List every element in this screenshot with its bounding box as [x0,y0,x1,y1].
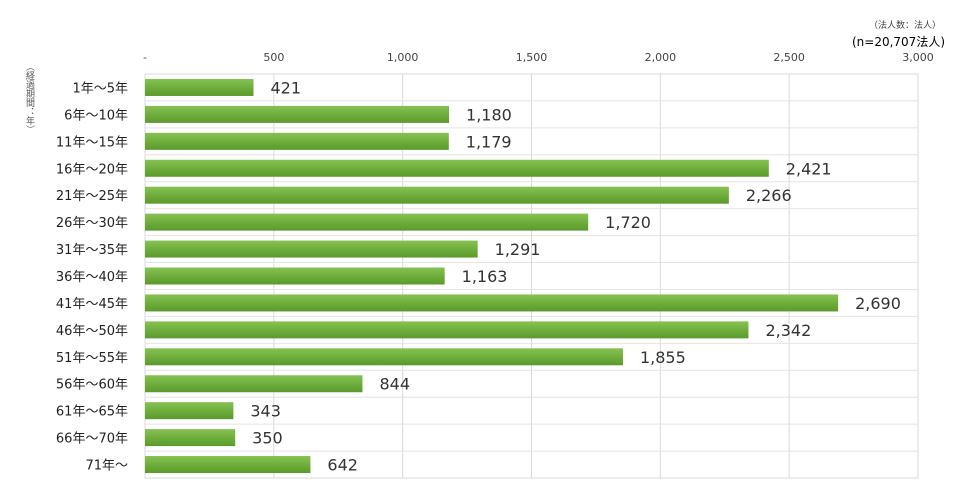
value-label: 421 [270,78,301,97]
bar [145,105,450,123]
category-label: 66年～70年 [56,432,128,447]
value-label: 2,342 [765,321,811,340]
category-label: 36年～40年 [56,270,128,285]
category-label: 21年～25年 [56,189,128,204]
category-label: 46年～50年 [56,324,128,339]
x-tick-label: 1,000 [387,51,419,64]
x-tick-label: - [143,51,147,64]
bar [145,456,311,474]
bar [145,240,478,258]
value-label: 2,690 [855,294,901,313]
bar [145,402,234,420]
category-label: 6年～10年 [64,108,128,123]
value-label: 1,180 [466,105,512,124]
bar [145,132,449,150]
bar [145,429,236,447]
value-label: 350 [252,429,283,448]
value-label: 1,291 [495,240,541,259]
category-label: 1年～5年 [72,81,128,96]
x-tick-label: 500 [263,51,284,64]
category-label: 61年～65年 [56,405,128,420]
bar [145,375,363,393]
category-label: 11年～15年 [56,135,128,150]
bar [145,267,445,285]
value-label: 1,163 [462,267,508,286]
x-tick-label: 2,000 [645,51,677,64]
y-axis-title: （経過期間：年） [24,62,34,134]
sample-size-note: (n=20,707法人) [851,35,945,49]
category-label: 16年～20年 [56,162,128,177]
category-label: 41年～45年 [56,297,128,312]
bar [145,78,254,96]
category-label: 56年～60年 [56,378,128,393]
value-label: 2,266 [746,186,792,205]
value-label: 2,421 [786,159,832,178]
value-label: 642 [327,456,358,475]
category-label: 31年～35年 [56,243,128,258]
value-label: 1,179 [466,132,512,151]
bar [145,348,623,366]
category-label: 71年～ [85,459,128,474]
bar [145,294,839,312]
bar [145,321,749,339]
bar [145,213,589,231]
x-tick-label: 3,000 [902,51,934,64]
unit-note: （法人数：法人） [868,21,941,31]
bar [145,186,729,204]
x-tick-label: 2,500 [773,51,805,64]
value-label: 343 [250,402,281,421]
value-label: 1,855 [640,348,686,367]
bar [145,159,769,177]
value-label: 1,720 [605,213,651,232]
category-label: 51年～55年 [56,351,128,366]
x-tick-label: 1,500 [516,51,548,64]
category-label: 26年～30年 [56,216,128,231]
value-label: 844 [379,375,410,394]
